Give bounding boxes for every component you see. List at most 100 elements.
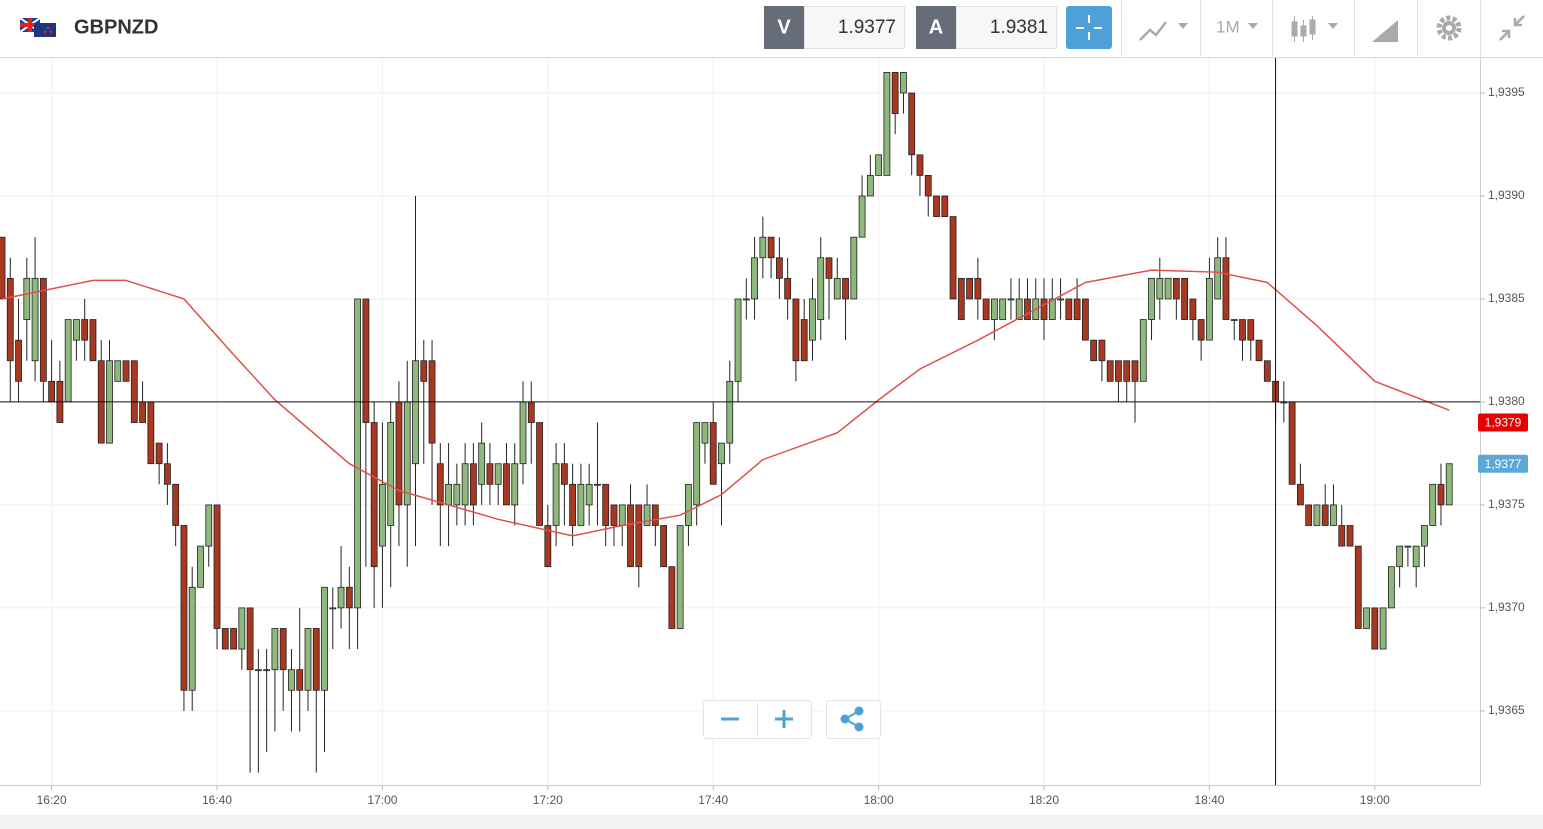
candle-body bbox=[552, 463, 560, 526]
candle-body bbox=[560, 463, 568, 485]
share-button[interactable] bbox=[826, 700, 881, 739]
candle-body bbox=[213, 504, 221, 629]
candle-body bbox=[775, 257, 783, 279]
candle-body bbox=[1139, 319, 1147, 382]
candle-body bbox=[610, 504, 618, 526]
candle-body bbox=[304, 628, 312, 691]
crosshair-button[interactable] bbox=[1066, 6, 1112, 49]
candle-body bbox=[1247, 319, 1255, 341]
candle-body bbox=[1164, 277, 1172, 300]
candle-body bbox=[1015, 298, 1023, 320]
x-tick-label: 17:40 bbox=[698, 793, 728, 807]
candle-body bbox=[288, 669, 295, 691]
candle-body bbox=[635, 504, 643, 568]
candle-body bbox=[1073, 298, 1081, 320]
candle-body bbox=[668, 566, 676, 629]
candle-body bbox=[420, 360, 428, 382]
candle-body bbox=[48, 380, 56, 403]
share-icon bbox=[840, 706, 864, 732]
x-tick-label: 19:00 bbox=[1360, 793, 1390, 807]
candle-body bbox=[238, 607, 246, 650]
x-tick-label: 18:40 bbox=[1194, 793, 1224, 807]
candle-body bbox=[345, 586, 353, 609]
candle-body bbox=[924, 174, 932, 197]
candle-body bbox=[569, 483, 577, 526]
candle-body bbox=[370, 422, 378, 568]
candle-body bbox=[469, 463, 477, 506]
candle-body bbox=[130, 360, 138, 423]
candle-body bbox=[1321, 504, 1329, 526]
candle-body bbox=[403, 401, 411, 506]
bid-button[interactable] bbox=[764, 6, 804, 49]
candle-body bbox=[503, 463, 510, 506]
ask-button[interactable] bbox=[916, 6, 956, 49]
candle-body bbox=[486, 463, 494, 485]
candle-body bbox=[73, 319, 80, 341]
footer-bar bbox=[0, 815, 1543, 829]
candle-body bbox=[180, 525, 188, 691]
candle-body bbox=[933, 195, 940, 217]
candle-body bbox=[809, 298, 816, 341]
candle-body bbox=[916, 154, 924, 176]
candle-body bbox=[31, 277, 39, 362]
candle-body bbox=[1106, 360, 1114, 382]
candle-body bbox=[1263, 360, 1271, 382]
timeframe-button[interactable]: 1M bbox=[1216, 17, 1258, 36]
candle-body bbox=[982, 298, 990, 320]
candle-body bbox=[792, 298, 800, 362]
candle-body bbox=[1197, 319, 1205, 341]
candle-body bbox=[1296, 483, 1304, 506]
candle-body bbox=[651, 504, 659, 526]
candle-body bbox=[445, 483, 452, 506]
candle-body bbox=[875, 154, 883, 176]
candle-body bbox=[1412, 545, 1420, 568]
candle-body bbox=[618, 504, 626, 526]
candle-body bbox=[155, 442, 163, 465]
candle-body bbox=[379, 483, 386, 547]
candle-body bbox=[1396, 545, 1404, 568]
candle-body bbox=[1081, 298, 1089, 341]
candle-body bbox=[312, 628, 320, 691]
candle-body bbox=[1115, 360, 1122, 382]
candle-body bbox=[759, 236, 767, 259]
bid-price: 1.9377 bbox=[838, 17, 896, 38]
candle-body bbox=[147, 401, 155, 465]
candle-body bbox=[1098, 339, 1106, 362]
candle-body bbox=[825, 257, 833, 279]
candle-body bbox=[1363, 607, 1370, 629]
candle-body bbox=[461, 463, 469, 506]
candle-body bbox=[1090, 339, 1098, 362]
candle-body bbox=[767, 236, 775, 259]
candle-body bbox=[1239, 319, 1246, 341]
candle-body bbox=[139, 401, 146, 423]
candle-body bbox=[436, 463, 444, 506]
candle-body bbox=[1189, 298, 1197, 320]
candle-body bbox=[1131, 360, 1139, 382]
candle-body bbox=[1379, 607, 1387, 650]
bid-label: V bbox=[777, 16, 791, 38]
candle-body bbox=[329, 607, 337, 610]
chart-type-button[interactable] bbox=[1139, 21, 1188, 41]
y-tick-label: 1,9370 bbox=[1488, 600, 1525, 614]
price-tag bbox=[1478, 413, 1528, 432]
candle-body bbox=[751, 257, 758, 300]
x-tick-label: 16:40 bbox=[202, 793, 232, 807]
candle-body bbox=[387, 422, 395, 526]
candle-body bbox=[1255, 339, 1263, 362]
candle-body bbox=[23, 277, 31, 320]
candle-body bbox=[685, 483, 692, 526]
candle-body bbox=[81, 319, 89, 341]
collapse-button[interactable] bbox=[1499, 15, 1525, 41]
candle-body bbox=[1206, 277, 1213, 341]
candle-body bbox=[453, 483, 461, 506]
candle-style-button[interactable] bbox=[1291, 16, 1338, 42]
candle-body bbox=[271, 628, 279, 671]
draw-button[interactable] bbox=[1372, 20, 1398, 42]
candle-body bbox=[842, 277, 849, 300]
zoom-in-button[interactable] bbox=[775, 710, 793, 728]
candle-body bbox=[15, 339, 22, 382]
candle-body bbox=[966, 277, 973, 300]
candle-body bbox=[1181, 277, 1189, 320]
candle-body bbox=[544, 525, 552, 568]
settings-button[interactable] bbox=[1436, 15, 1462, 41]
